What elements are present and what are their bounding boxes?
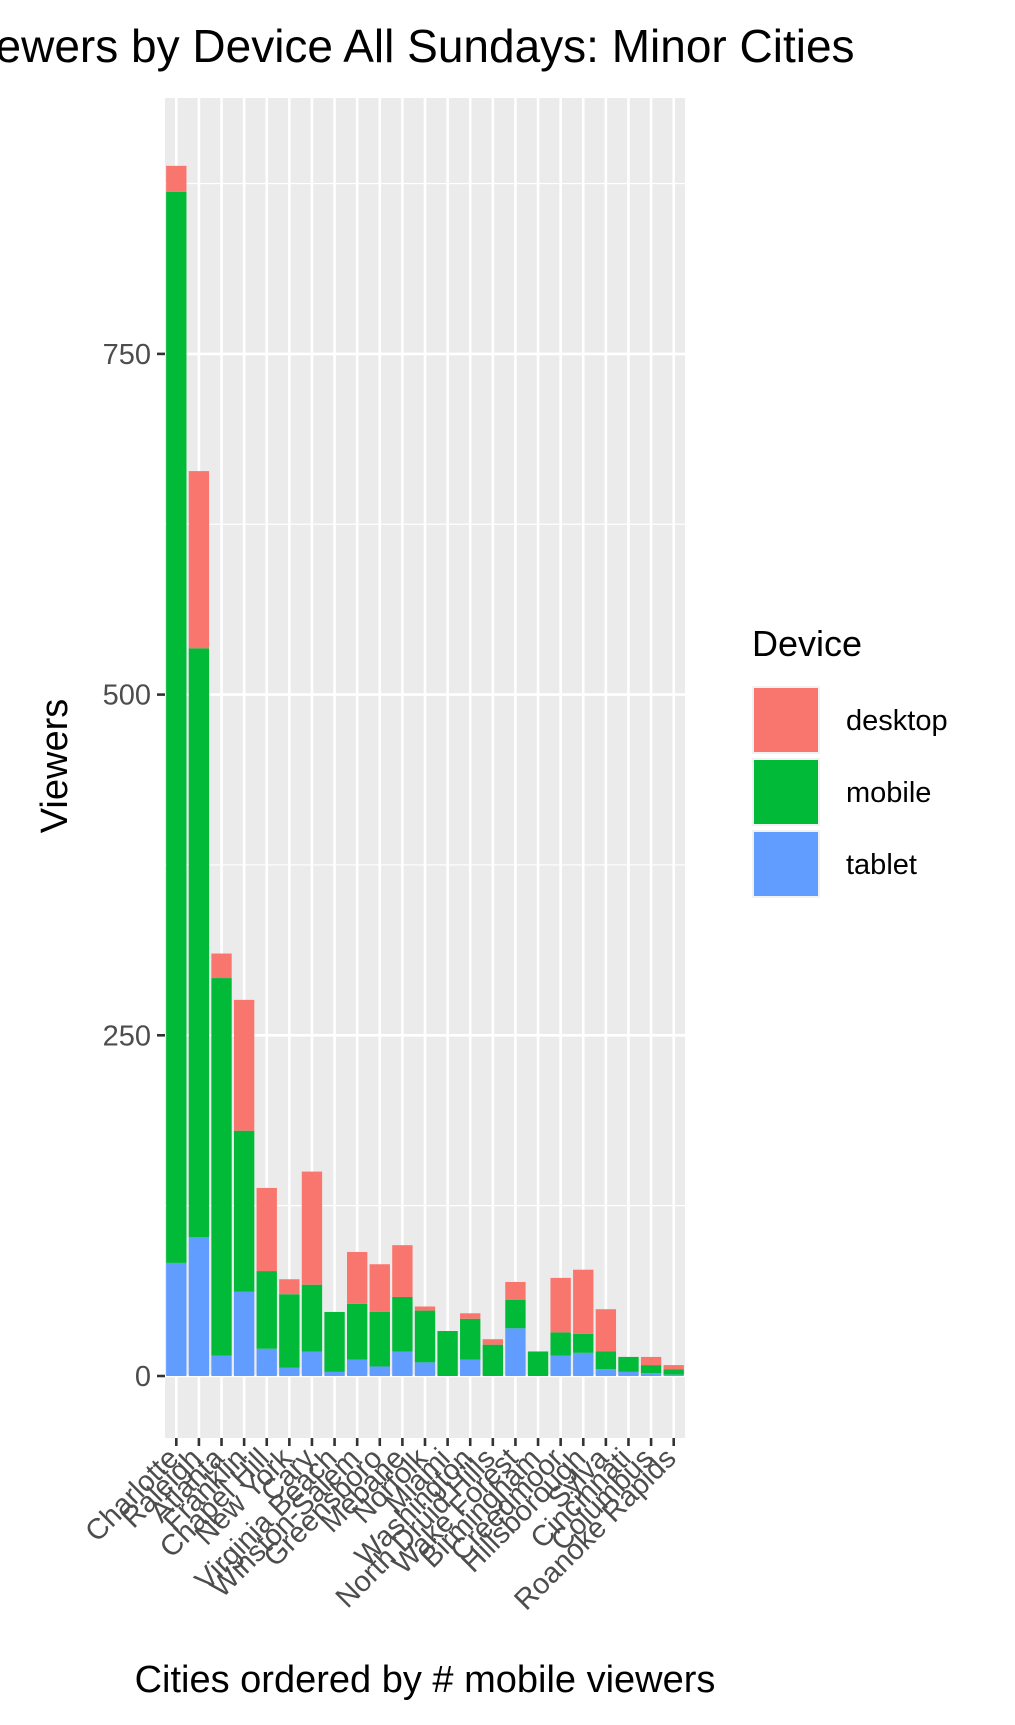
- bar-mobile: [573, 1333, 594, 1353]
- bar-mobile: [595, 1351, 617, 1370]
- bar-tablet: [392, 1351, 413, 1376]
- bar-mobile: [618, 1356, 639, 1372]
- chart-title: Viewers by Device All Sundays: Minor Cit…: [0, 20, 855, 72]
- legend-swatch-tablet: [754, 832, 818, 896]
- bar-tablet: [505, 1328, 526, 1376]
- bar-mobile: [166, 191, 187, 1263]
- bar-tablet: [256, 1348, 277, 1376]
- bar-tablet: [550, 1355, 571, 1376]
- bar-desktop: [482, 1339, 503, 1345]
- bar-desktop: [392, 1245, 413, 1297]
- bar-mobile: [324, 1311, 345, 1372]
- legend: Device desktop mobile tablet: [752, 623, 948, 898]
- bar-mobile: [279, 1294, 300, 1368]
- bar-tablet: [233, 1291, 255, 1376]
- bar-tablet: [663, 1374, 684, 1376]
- bar-desktop: [188, 471, 210, 649]
- bar-tablet: [595, 1369, 617, 1376]
- bar-mobile: [256, 1271, 277, 1349]
- y-tick-label: 0: [135, 1361, 151, 1393]
- bar-mobile: [233, 1130, 255, 1292]
- bar-desktop: [460, 1313, 481, 1319]
- chart-title-group: Viewers by Device All Sundays: Minor Cit…: [0, 20, 855, 72]
- bar-desktop: [550, 1277, 571, 1333]
- bar-tablet: [347, 1359, 368, 1376]
- legend-swatch-desktop: [754, 688, 818, 752]
- legend-label-mobile: mobile: [846, 777, 931, 809]
- bar-desktop: [211, 953, 232, 979]
- y-tick-label: 750: [103, 339, 151, 371]
- bar-tablet: [211, 1355, 232, 1376]
- bar-tablet: [279, 1367, 300, 1376]
- legend-title: Device: [752, 623, 862, 664]
- bar-tablet: [188, 1236, 210, 1376]
- bar-desktop: [233, 999, 255, 1131]
- bar-desktop: [595, 1309, 617, 1352]
- legend-swatch-mobile: [754, 760, 818, 824]
- bar-tablet: [166, 1262, 187, 1376]
- bar-tablet: [414, 1362, 436, 1376]
- bar-tablet: [618, 1371, 639, 1376]
- bar-mobile: [301, 1284, 323, 1352]
- bar-mobile: [460, 1318, 481, 1360]
- bar-desktop: [256, 1187, 277, 1272]
- bar-desktop: [347, 1251, 368, 1304]
- legend-label-tablet: tablet: [846, 849, 917, 881]
- bar-desktop: [414, 1306, 436, 1311]
- bar-mobile: [663, 1369, 684, 1375]
- bar-mobile: [505, 1299, 526, 1329]
- bar-mobile: [347, 1303, 368, 1360]
- x-axis-title: Cities ordered by # mobile viewers: [135, 1659, 716, 1701]
- bar-mobile: [188, 648, 210, 1237]
- bar-tablet: [460, 1359, 481, 1376]
- y-tick-label: 500: [103, 680, 151, 712]
- bar-mobile: [369, 1311, 390, 1367]
- bar-desktop: [369, 1264, 390, 1312]
- bar-mobile: [550, 1332, 571, 1356]
- bar-mobile: [211, 978, 232, 1356]
- y-axis-title: Viewers: [34, 699, 76, 833]
- bar-desktop: [663, 1365, 684, 1370]
- bar-mobile: [392, 1296, 413, 1352]
- bar-mobile: [527, 1351, 549, 1376]
- bar-desktop: [166, 165, 187, 192]
- bar-tablet: [301, 1351, 323, 1376]
- bar-tablet: [640, 1373, 662, 1376]
- bar-desktop: [640, 1356, 662, 1366]
- y-tick-label: 250: [103, 1020, 151, 1052]
- bar-mobile: [482, 1344, 503, 1376]
- bar-mobile: [437, 1331, 458, 1376]
- bar-desktop: [279, 1279, 300, 1295]
- bar-desktop: [505, 1281, 526, 1300]
- plot-panel: [165, 98, 685, 1438]
- legend-label-desktop: desktop: [846, 705, 948, 737]
- bar-desktop: [573, 1269, 594, 1334]
- bar-mobile: [414, 1310, 436, 1363]
- bar-tablet: [573, 1352, 594, 1376]
- y-axis: 0 250 500 750: [103, 339, 165, 1393]
- bar-tablet: [369, 1366, 390, 1376]
- bar-desktop: [301, 1171, 323, 1285]
- bar-tablet: [324, 1371, 345, 1376]
- bar-mobile: [640, 1365, 662, 1374]
